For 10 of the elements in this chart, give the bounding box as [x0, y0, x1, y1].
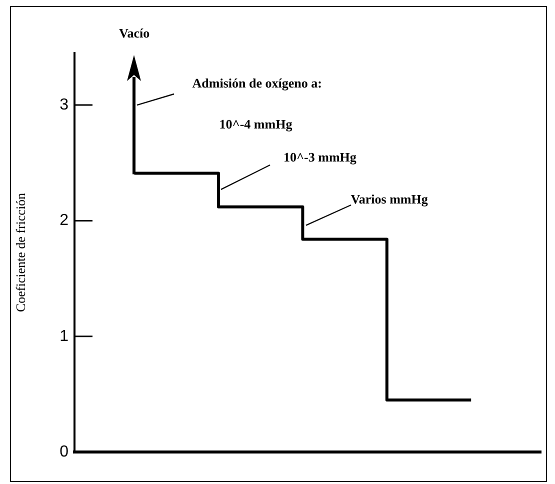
y-tick-label: 3: [60, 96, 69, 114]
y-tick-label: 0: [60, 443, 69, 460]
y-axis-title: Coeficiente de fricción: [13, 192, 28, 312]
y-tick-label: 2: [60, 212, 69, 230]
annotation: 10^-4 mmHg: [219, 116, 293, 132]
text: Vacío: [118, 25, 150, 40]
annotation: 10^-3 mmHg: [283, 149, 357, 164]
y-tick-label: 1: [60, 328, 69, 345]
annotation: Admisión de oxígeno a:: [192, 75, 322, 90]
annotation: Varios mmHg: [350, 191, 428, 206]
